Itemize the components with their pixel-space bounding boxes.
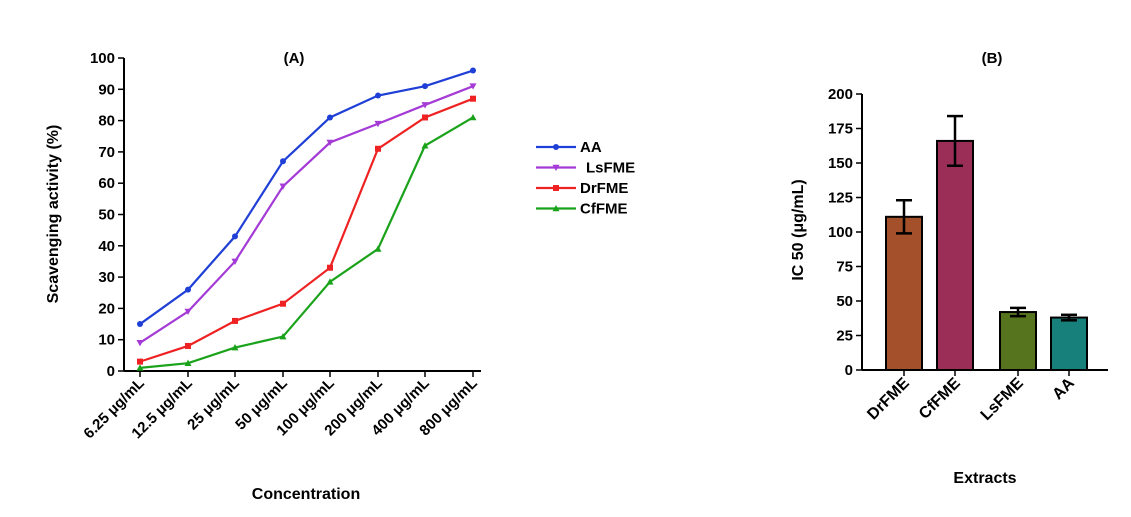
chart-a-y-tick-label: 40 bbox=[98, 238, 115, 255]
chart-a-point-cffme bbox=[326, 278, 334, 285]
chart-a-point-lsfme bbox=[231, 258, 239, 265]
chart-a-point-aa bbox=[137, 321, 143, 328]
chart-a-point-aa bbox=[232, 233, 238, 240]
chart-a-point-drfme bbox=[137, 358, 143, 365]
chart-b-bar-drfme bbox=[885, 215, 923, 371]
chart-a-point-lsfme bbox=[136, 340, 144, 347]
chart-b-title: (B) bbox=[982, 50, 1003, 67]
chart-a-point-cffme bbox=[231, 344, 239, 351]
chart-a-legend-label: LsFME bbox=[586, 160, 635, 177]
chart-a-lines bbox=[136, 67, 477, 371]
chart-a-series-line-cffme bbox=[139, 116, 474, 369]
chart-a-point-aa bbox=[470, 67, 476, 74]
chart-b-y-tick-label: 175 bbox=[828, 121, 853, 138]
chart-b-y-tick-label: 200 bbox=[828, 86, 853, 103]
chart-a-point-drfme bbox=[280, 300, 286, 307]
chart-b-bar-lsfme bbox=[999, 311, 1037, 372]
chart-a-y-tick-label: 20 bbox=[98, 300, 115, 317]
chart-a-y-tick-label: 90 bbox=[98, 81, 115, 98]
chart-a-legend-label: DrFME bbox=[580, 180, 628, 197]
chart-a-point-lsfme bbox=[469, 83, 477, 90]
chart-a-legend-marker bbox=[552, 205, 560, 212]
chart-b: (B) IC 50 (μg/mL) Extracts 0 25 50 75 100 125… bbox=[790, 50, 1108, 487]
chart-a-point-drfme bbox=[422, 114, 428, 121]
chart-a-point-cffme bbox=[136, 364, 144, 371]
chart-a-point-lsfme bbox=[374, 120, 382, 128]
chart-a-y-tick-label: 80 bbox=[98, 113, 115, 130]
chart-a-y-tick-label: 0 bbox=[107, 363, 115, 380]
chart-a-y-axis-label: Scavenging activity (%) bbox=[45, 125, 62, 304]
chart-a-y-tick-label: 30 bbox=[98, 269, 115, 286]
chart-a-legend: AA LsFME DrFME CfFME bbox=[536, 139, 635, 218]
chart-a-point-aa bbox=[422, 83, 428, 90]
chart-b-y-tick-label: 75 bbox=[836, 259, 853, 276]
chart-a-x-axis-label: Concentration bbox=[252, 486, 360, 503]
chart-b-y-tick-label: 0 bbox=[845, 362, 853, 379]
chart-a-y-tick-label: 100 bbox=[90, 50, 115, 67]
chart-a-point-drfme bbox=[375, 145, 381, 152]
chart-a-legend-label: AA bbox=[580, 139, 602, 156]
chart-a-legend-marker bbox=[553, 185, 559, 191]
chart-a-point-drfme bbox=[327, 264, 333, 271]
chart-a-point-drfme bbox=[232, 317, 238, 324]
chart-a-y-tick-label: 60 bbox=[98, 175, 115, 192]
chart-a-series-line-aa bbox=[139, 69, 474, 325]
chart-b-bar-aa bbox=[1050, 316, 1088, 371]
chart-a-legend-marker bbox=[552, 164, 560, 171]
chart-a-legend-marker bbox=[553, 144, 559, 150]
chart-b-x-axis-label: Extracts bbox=[953, 470, 1016, 487]
chart-a-point-aa bbox=[375, 92, 381, 99]
chart-a-legend-label: CfFME bbox=[580, 201, 628, 218]
chart-b-y-tick-label: 100 bbox=[828, 224, 853, 241]
chart-b-y-tick-label: 25 bbox=[836, 328, 853, 345]
chart-a-point-aa bbox=[327, 114, 333, 121]
chart-a-point-drfme bbox=[470, 95, 476, 102]
chart-a-point-lsfme bbox=[421, 102, 429, 109]
chart-a-point-aa bbox=[185, 286, 191, 293]
chart-b-y-tick-label: 150 bbox=[828, 155, 853, 172]
chart-a-series-line-lsfme bbox=[139, 85, 474, 344]
chart-a-point-cffme bbox=[279, 333, 287, 340]
chart-a-point-drfme bbox=[185, 342, 191, 349]
chart-b-y-axis-label: IC 50 (μg/mL) bbox=[790, 179, 807, 280]
chart-b-bars bbox=[885, 114, 1088, 372]
chart-a-point-cffme bbox=[469, 113, 477, 121]
chart-a-series-line-drfme bbox=[139, 97, 474, 363]
chart-a-point-aa bbox=[280, 158, 286, 165]
chart-a-y-tick-label: 70 bbox=[98, 144, 115, 161]
chart-a-point-lsfme bbox=[279, 183, 287, 190]
chart-a-y-tick-label: 50 bbox=[98, 207, 115, 224]
chart-b-y-tick-label: 50 bbox=[836, 293, 853, 310]
chart-a-point-lsfme bbox=[326, 139, 334, 147]
chart-a-y-tick-label: 10 bbox=[98, 332, 115, 349]
chart-a-point-cffme bbox=[421, 142, 429, 149]
chart-a-point-cffme bbox=[374, 245, 382, 252]
chart-b-y-tick-label: 125 bbox=[828, 190, 853, 207]
chart-a-point-cffme bbox=[184, 359, 192, 366]
chart-a-point-lsfme bbox=[184, 308, 192, 316]
chart-a-title: (A) bbox=[284, 50, 305, 67]
chart-b-bar-cffme bbox=[936, 139, 974, 371]
